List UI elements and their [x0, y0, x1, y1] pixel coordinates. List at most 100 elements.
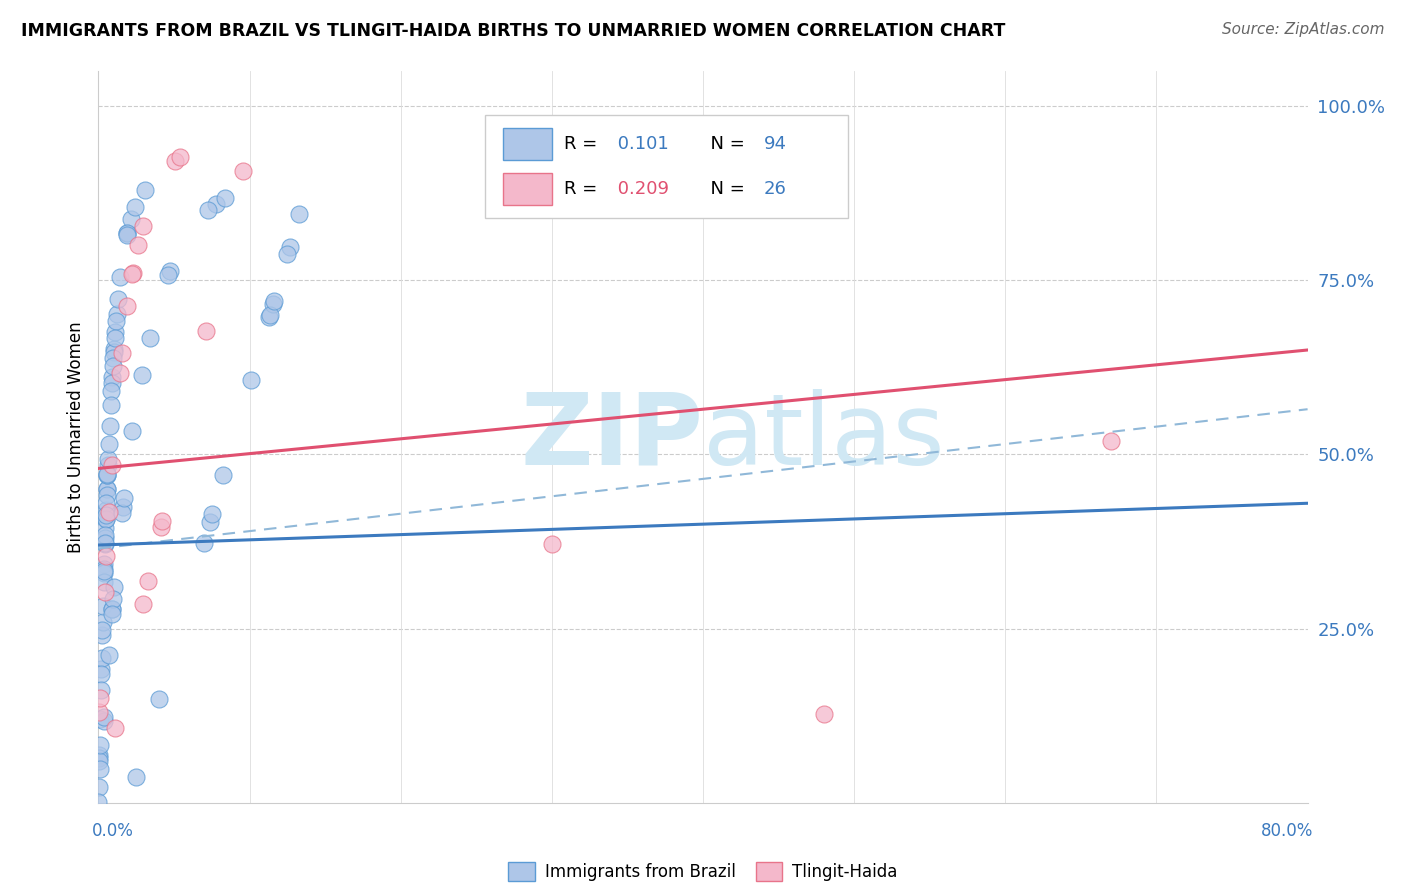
Point: [110, 270, 132, 285]
Point: [97, 458, 120, 473]
Point: [93, 562, 115, 576]
Point: [540, 537, 562, 551]
Point: [124, 200, 146, 214]
Point: [89, 691, 111, 706]
Point: [212, 468, 235, 483]
Point: [98, 505, 121, 519]
Point: [263, 293, 285, 308]
Point: [121, 267, 143, 281]
Point: [96, 483, 118, 497]
Text: R =: R =: [564, 135, 603, 153]
Point: [120, 211, 142, 226]
Text: Source: ZipAtlas.com: Source: ZipAtlas.com: [1222, 22, 1385, 37]
Point: [111, 506, 134, 520]
Point: [87, 780, 110, 794]
Point: [105, 307, 128, 321]
Point: [87, 795, 110, 809]
Point: [214, 191, 236, 205]
Point: [101, 602, 124, 616]
Point: [117, 226, 139, 240]
Point: [93, 714, 115, 728]
Point: [100, 398, 122, 412]
Point: [201, 507, 224, 521]
Point: [148, 692, 170, 706]
Point: [121, 266, 143, 280]
Point: [91, 599, 114, 613]
Point: [96, 482, 118, 496]
Point: [169, 150, 191, 164]
Point: [108, 366, 131, 380]
Point: [1099, 434, 1122, 448]
Point: [813, 707, 835, 722]
Point: [89, 712, 111, 726]
Point: [93, 564, 115, 578]
Point: [163, 154, 186, 169]
Point: [257, 310, 280, 324]
Point: [117, 226, 139, 240]
Point: [94, 512, 117, 526]
Y-axis label: Births to Unmarried Women: Births to Unmarried Women: [66, 321, 84, 553]
Point: [96, 467, 118, 481]
Point: [111, 346, 134, 360]
Point: [96, 467, 118, 482]
Point: [134, 183, 156, 197]
Text: R =: R =: [564, 180, 603, 198]
Point: [89, 738, 111, 752]
Point: [101, 359, 124, 374]
Point: [94, 512, 117, 526]
Point: [103, 344, 125, 359]
Point: [90, 667, 112, 681]
Point: [91, 615, 114, 629]
Point: [117, 299, 139, 313]
Point: [90, 651, 112, 665]
Point: [96, 549, 118, 564]
Point: [132, 597, 155, 611]
Point: [107, 292, 129, 306]
Point: [138, 574, 160, 589]
Point: [156, 268, 179, 283]
Text: 0.101: 0.101: [613, 135, 669, 153]
Point: [101, 370, 124, 384]
Point: [94, 502, 117, 516]
Point: [91, 623, 114, 637]
Point: [97, 648, 120, 663]
Point: [103, 351, 125, 365]
Point: [101, 458, 124, 472]
Point: [105, 314, 128, 328]
Point: [89, 763, 111, 777]
Point: [94, 531, 117, 545]
Point: [89, 747, 111, 762]
Point: [89, 755, 111, 769]
Point: [94, 535, 117, 549]
Text: N =: N =: [699, 180, 751, 198]
Point: [150, 514, 173, 528]
Point: [159, 264, 181, 278]
Point: [94, 521, 117, 535]
Point: [93, 574, 115, 589]
Point: [101, 607, 124, 622]
Point: [103, 581, 125, 595]
Point: [240, 373, 263, 387]
Point: [103, 343, 125, 357]
Point: [259, 308, 281, 322]
Point: [98, 419, 121, 434]
Text: 0.0%: 0.0%: [93, 822, 134, 839]
Point: [90, 662, 112, 676]
Point: [104, 331, 127, 345]
Point: [104, 326, 127, 340]
FancyBboxPatch shape: [503, 128, 551, 160]
Point: [195, 324, 218, 338]
Point: [112, 491, 135, 506]
Text: 26: 26: [763, 180, 786, 198]
Text: ZIP: ZIP: [520, 389, 703, 485]
Text: 0.209: 0.209: [613, 180, 669, 198]
Point: [101, 602, 124, 616]
Point: [198, 515, 221, 529]
Text: atlas: atlas: [703, 389, 945, 485]
Point: [96, 467, 118, 482]
Point: [90, 682, 112, 697]
Point: [93, 566, 115, 581]
Point: [205, 196, 228, 211]
Point: [131, 219, 153, 233]
Point: [193, 535, 215, 549]
